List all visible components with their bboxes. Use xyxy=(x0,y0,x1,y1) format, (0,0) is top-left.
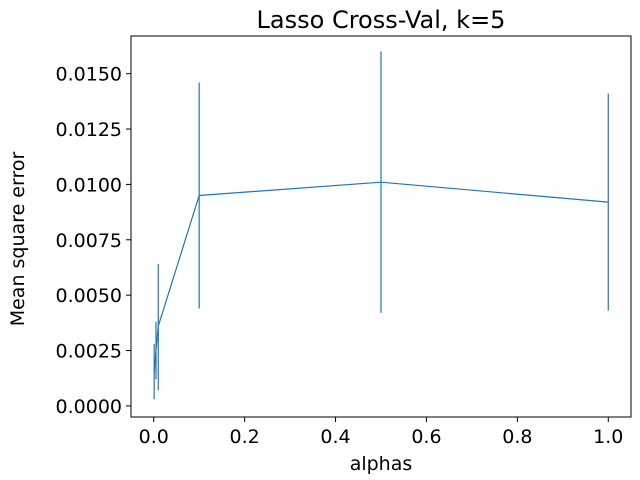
x-axis-label: alphas xyxy=(350,453,413,475)
y-tick-label: 0.0150 xyxy=(56,64,122,86)
plot-area xyxy=(153,51,609,400)
chart-title: Lasso Cross-Val, k=5 xyxy=(257,6,506,34)
x-tick-label: 0.0 xyxy=(139,426,169,448)
y-tick-label: 0.0025 xyxy=(56,341,122,363)
y-tick-label: 0.0075 xyxy=(56,230,122,252)
y-tick-label: 0.0100 xyxy=(56,174,122,196)
x-tick-label: 0.4 xyxy=(320,426,350,448)
x-tick-label: 1.0 xyxy=(593,426,623,448)
y-tick-label: 0.0125 xyxy=(56,119,122,141)
x-tick-label: 0.2 xyxy=(230,426,260,448)
y-tick-label: 0.0000 xyxy=(56,396,122,418)
axes-frame xyxy=(130,35,632,418)
y-tick-label: 0.0050 xyxy=(56,285,122,307)
y-axis-label: Mean square error xyxy=(7,152,29,327)
x-tick-label: 0.6 xyxy=(411,426,441,448)
x-tick-label: 0.8 xyxy=(502,426,532,448)
